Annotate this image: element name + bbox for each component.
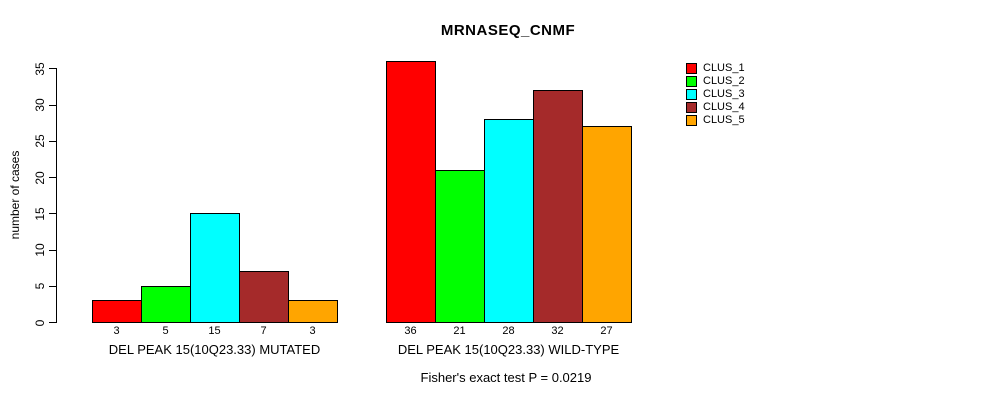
y-tick-label: 5 bbox=[33, 282, 47, 290]
bar-value-label: 36 bbox=[404, 325, 417, 337]
bar-value-label: 32 bbox=[551, 325, 564, 337]
legend-label: CLUS_4 bbox=[703, 101, 745, 113]
bar-clus_4-group1 bbox=[239, 271, 289, 323]
y-tick-label: 10 bbox=[33, 243, 47, 257]
bar-value-label: 21 bbox=[453, 325, 466, 337]
bar-clus_5-group1 bbox=[288, 300, 338, 323]
legend-item-clus_1: CLUS_1 bbox=[686, 63, 745, 74]
bar-value-label: 5 bbox=[162, 325, 169, 337]
y-axis-tick bbox=[49, 285, 56, 287]
bar-clus_3-group1 bbox=[190, 213, 240, 323]
bar-value-label: 3 bbox=[309, 325, 316, 337]
bar-clus_4-group2 bbox=[533, 90, 583, 323]
legend-swatch-icon bbox=[686, 89, 697, 100]
bar-value-label: 3 bbox=[113, 325, 120, 337]
legend-label: CLUS_2 bbox=[703, 75, 745, 87]
legend-item-clus_4: CLUS_4 bbox=[686, 102, 745, 113]
y-tick-label: 20 bbox=[33, 170, 47, 185]
y-tick-label: 35 bbox=[33, 62, 47, 76]
legend-label: CLUS_3 bbox=[703, 88, 745, 100]
y-tick-label: 25 bbox=[33, 134, 47, 148]
y-axis-line bbox=[56, 68, 57, 323]
category-label: DEL PEAK 15(10Q23.33) WILD-TYPE bbox=[397, 342, 620, 357]
annotation-text: Fisher's exact test P = 0.0219 bbox=[420, 370, 592, 385]
y-tick-label: 15 bbox=[33, 207, 47, 221]
category-label: DEL PEAK 15(10Q23.33) MUTATED bbox=[108, 342, 321, 357]
legend-swatch-icon bbox=[686, 115, 697, 126]
bar-value-label: 15 bbox=[208, 325, 221, 337]
bar-value-label: 28 bbox=[502, 325, 515, 337]
legend-item-clus_2: CLUS_2 bbox=[686, 76, 745, 87]
y-tick-label: 30 bbox=[33, 98, 47, 112]
bar-clus_2-group2 bbox=[435, 170, 485, 323]
y-axis-tick bbox=[49, 68, 56, 70]
y-axis-tick bbox=[49, 322, 56, 323]
y-axis-tick bbox=[49, 104, 56, 106]
bar-clus_3-group2 bbox=[484, 119, 534, 323]
bar-value-label: 7 bbox=[260, 325, 267, 337]
y-tick-label: 0 bbox=[33, 319, 47, 326]
legend-swatch-icon bbox=[686, 76, 697, 87]
chart-title: MRNASEQ_CNMF bbox=[440, 22, 576, 39]
bar-value-label: 27 bbox=[600, 325, 613, 337]
bar-clus_1-group2 bbox=[386, 61, 436, 323]
bar-clus_2-group1 bbox=[141, 286, 191, 323]
legend-item-clus_3: CLUS_3 bbox=[686, 89, 745, 100]
y-axis-label: number of cases bbox=[8, 150, 22, 240]
bar-clus_1-group1 bbox=[92, 300, 142, 323]
legend-label: CLUS_5 bbox=[703, 114, 745, 126]
y-axis-tick bbox=[49, 140, 56, 142]
y-axis-tick bbox=[49, 249, 56, 251]
bar-clus_5-group2 bbox=[582, 126, 632, 323]
legend-item-clus_5: CLUS_5 bbox=[686, 115, 745, 126]
y-axis-tick bbox=[49, 177, 56, 178]
legend-swatch-icon bbox=[686, 102, 697, 113]
legend-label: CLUS_1 bbox=[703, 62, 745, 74]
y-axis-tick bbox=[49, 213, 56, 215]
legend: CLUS_1 CLUS_2 CLUS_3 CLUS_4 CLUS_5 bbox=[686, 63, 745, 128]
legend-swatch-icon bbox=[686, 63, 697, 74]
